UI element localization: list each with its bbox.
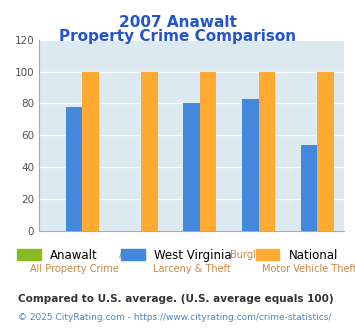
Bar xyxy=(242,99,259,231)
Bar xyxy=(200,72,216,231)
Text: Property Crime Comparison: Property Crime Comparison xyxy=(59,29,296,44)
Text: All Property Crime: All Property Crime xyxy=(30,264,119,274)
Text: 2007 Anawalt: 2007 Anawalt xyxy=(119,15,236,30)
Bar xyxy=(82,72,99,231)
Text: © 2025 CityRating.com - https://www.cityrating.com/crime-statistics/: © 2025 CityRating.com - https://www.city… xyxy=(18,313,331,322)
Legend: Anawalt, West Virginia, National: Anawalt, West Virginia, National xyxy=(12,244,343,266)
Bar xyxy=(141,72,158,231)
Text: Motor Vehicle Theft: Motor Vehicle Theft xyxy=(262,264,355,274)
Bar xyxy=(317,72,334,231)
Bar xyxy=(259,72,275,231)
Bar xyxy=(301,145,317,231)
Text: Compared to U.S. average. (U.S. average equals 100): Compared to U.S. average. (U.S. average … xyxy=(18,294,333,304)
Bar xyxy=(66,107,82,231)
Text: Larceny & Theft: Larceny & Theft xyxy=(153,264,231,274)
Text: Burglary: Burglary xyxy=(230,250,271,260)
Text: Arson: Arson xyxy=(119,250,147,260)
Bar xyxy=(184,103,200,231)
